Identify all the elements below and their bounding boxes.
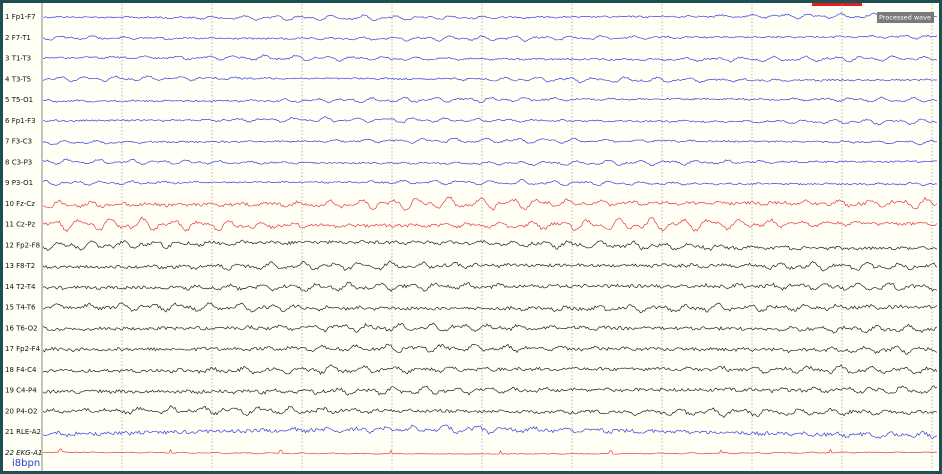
channel-label: 18 F4-C4 bbox=[5, 366, 37, 374]
channel-name: T3-T5 bbox=[11, 75, 31, 83]
channel-number: 13 bbox=[5, 262, 14, 270]
channel-label: 3 T1-T3 bbox=[5, 55, 31, 63]
channel-name: P3-O1 bbox=[12, 179, 33, 187]
channel-number: 1 bbox=[5, 13, 9, 21]
channel-name: F3-C3 bbox=[12, 138, 32, 146]
channel-name: Fp2-F4 bbox=[16, 345, 40, 353]
channel-label: 15 T4-T6 bbox=[5, 304, 36, 312]
channel-name: Fp2-F8 bbox=[16, 241, 40, 249]
channel-number: 15 bbox=[5, 304, 14, 312]
eeg-trace bbox=[42, 343, 938, 355]
channel-number: 18 bbox=[5, 366, 14, 374]
channel-name: T5-O1 bbox=[11, 96, 33, 104]
channel-number: 20 bbox=[5, 407, 14, 415]
eeg-trace bbox=[42, 196, 938, 211]
channel-label: 1 Fp1-F7 bbox=[5, 13, 36, 21]
badge-text: Processed wave bbox=[879, 14, 931, 22]
channel-label: 2 F7-T1 bbox=[5, 34, 31, 42]
eeg-trace bbox=[42, 405, 938, 419]
channel-label: 6 Fp1-F3 bbox=[5, 117, 36, 125]
channel-label: 4 T3-T5 bbox=[5, 75, 31, 83]
channel-name: F8-T2 bbox=[16, 262, 35, 270]
channel-name: F4-C4 bbox=[16, 366, 37, 374]
channel-label: 22 EKG-A1 bbox=[5, 449, 42, 457]
eeg-trace bbox=[42, 302, 938, 314]
eeg-trace bbox=[42, 75, 938, 84]
eeg-trace bbox=[42, 424, 938, 439]
channel-labels: 1 Fp1-F7 2 F7-T1 3 T1-T3 4 T3-T5 5 T5-O1 6 Fp… bbox=[5, 13, 42, 457]
status-text: i8bpn bbox=[12, 458, 40, 469]
channel-label: 10 Fz-Cz bbox=[5, 200, 35, 208]
channel-label: 5 T5-O1 bbox=[5, 96, 33, 104]
channel-number: 22 bbox=[5, 449, 14, 457]
channel-name: T2-T4 bbox=[15, 283, 36, 291]
channel-number: 7 bbox=[5, 138, 9, 146]
eeg-trace bbox=[42, 385, 938, 396]
eeg-trace bbox=[42, 281, 938, 292]
eeg-trace bbox=[43, 116, 938, 126]
eeg-trace bbox=[42, 96, 938, 104]
channel-number: 12 bbox=[5, 241, 14, 249]
eeg-trace bbox=[42, 137, 938, 145]
channel-number: 2 bbox=[5, 34, 9, 42]
eeg-trace bbox=[42, 179, 938, 187]
channel-number: 9 bbox=[5, 179, 9, 187]
eeg-trace bbox=[42, 322, 938, 334]
eeg-trace bbox=[42, 216, 938, 233]
channel-number: 16 bbox=[5, 324, 14, 332]
channel-name: T1-T3 bbox=[11, 55, 31, 63]
channel-label: 16 T6-O2 bbox=[5, 324, 38, 332]
channel-number: 19 bbox=[5, 387, 14, 395]
eeg-trace bbox=[42, 239, 938, 251]
channel-label: 7 F3-C3 bbox=[5, 138, 32, 146]
channel-label: 9 P3-O1 bbox=[5, 179, 33, 187]
channel-name: Fp1-F7 bbox=[12, 13, 36, 21]
eeg-trace bbox=[42, 34, 938, 42]
channel-label: 8 C3-P3 bbox=[5, 158, 32, 166]
channel-label: 12 Fp2-F8 bbox=[5, 241, 40, 249]
channel-label: 13 F8-T2 bbox=[5, 262, 35, 270]
channel-label: 17 Fp2-F4 bbox=[5, 345, 41, 353]
channel-name: T4-T6 bbox=[15, 304, 36, 312]
channel-number: 21 bbox=[5, 428, 14, 436]
eeg-trace bbox=[42, 448, 938, 455]
eeg-trace bbox=[42, 260, 938, 272]
channel-label: 11 Cz-Pz bbox=[5, 221, 35, 229]
marker bbox=[812, 3, 862, 6]
channel-number: 3 bbox=[5, 55, 9, 63]
channel-number: 11 bbox=[5, 221, 14, 229]
channel-name: Fz-Cz bbox=[16, 200, 35, 208]
traces bbox=[42, 12, 938, 455]
channel-number: 4 bbox=[5, 75, 10, 83]
channel-name: P4-O2 bbox=[16, 407, 37, 415]
channel-name: C4-P4 bbox=[16, 387, 37, 395]
trace-area bbox=[3, 3, 939, 471]
channel-name: EKG-A1 bbox=[16, 449, 42, 457]
channel-label: 14 T2-T4 bbox=[5, 283, 36, 291]
channel-name: RLE-A2 bbox=[16, 428, 41, 436]
badge[interactable] bbox=[877, 12, 934, 23]
channel-name: Cz-Pz bbox=[16, 221, 35, 229]
channel-name: F7-T1 bbox=[12, 34, 31, 42]
channel-number: 8 bbox=[5, 158, 9, 166]
channel-name: Fp1-F3 bbox=[12, 117, 36, 125]
channel-label: 21 RLE-A2 bbox=[5, 428, 41, 436]
channel-number: 10 bbox=[5, 200, 14, 208]
channel-label: 20 P4-O2 bbox=[5, 407, 38, 415]
channel-number: 14 bbox=[5, 283, 14, 291]
channel-number: 5 bbox=[5, 96, 9, 104]
channel-name: C3-P3 bbox=[12, 158, 33, 166]
grid bbox=[121, 4, 933, 470]
eeg-trace bbox=[42, 364, 938, 375]
channel-number: 6 bbox=[5, 117, 10, 125]
eeg-trace bbox=[42, 158, 938, 167]
channel-name: T6-O2 bbox=[15, 324, 37, 332]
eeg-trace bbox=[42, 54, 938, 63]
channel-number: 17 bbox=[5, 345, 14, 353]
channel-label: 19 C4-P4 bbox=[5, 387, 37, 395]
eeg-trace bbox=[42, 12, 938, 22]
